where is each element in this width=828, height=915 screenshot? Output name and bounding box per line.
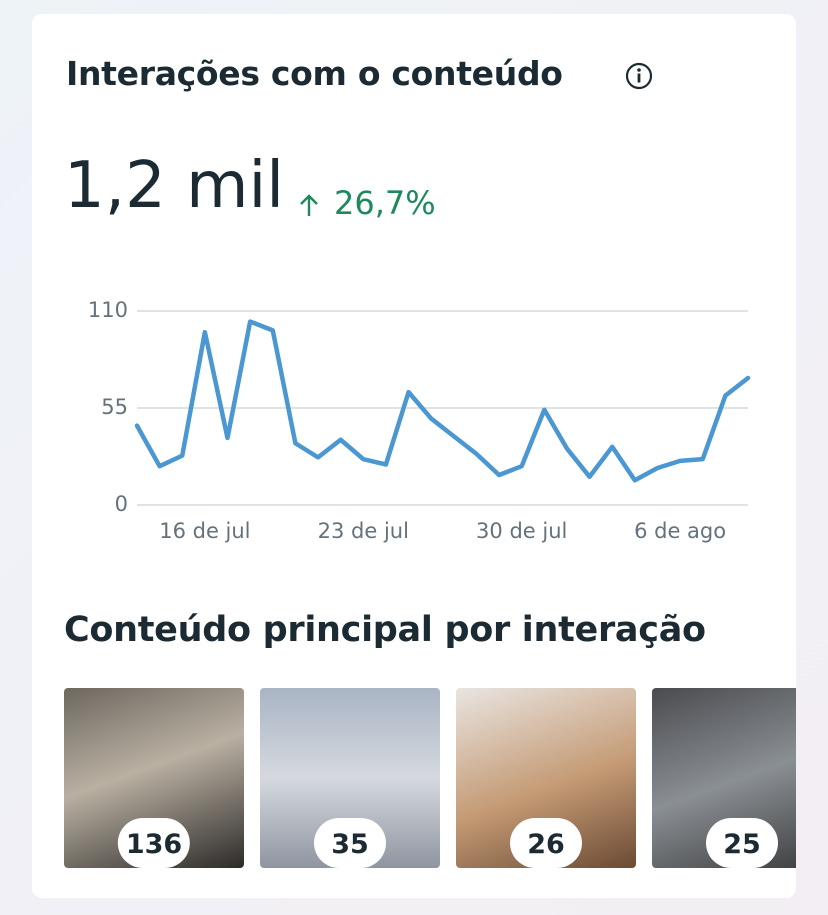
total-value: 1,2 mil [64, 149, 285, 223]
data-line [134, 319, 751, 483]
interaction-count: 136 [117, 818, 191, 868]
change-value: 26,7% [334, 184, 436, 222]
y-tick-label: 55 [101, 395, 128, 419]
interaction-count: 35 [314, 818, 386, 868]
content-thumbnail[interactable]: 26 [456, 688, 636, 868]
interaction-count: 26 [510, 818, 582, 868]
content-thumbnail[interactable]: 35 [260, 688, 440, 868]
y-tick-label: 110 [88, 298, 128, 322]
content-thumbnail[interactable]: 25 [652, 688, 796, 868]
interaction-count: 25 [706, 818, 778, 868]
up-arrow [300, 194, 318, 216]
x-tick-label: 16 de jul [159, 519, 250, 543]
y-tick-label: 0 [115, 492, 128, 516]
section-title: Conteúdo principal por interação [64, 610, 706, 650]
x-tick-label: 30 de jul [476, 519, 567, 543]
line-chart: 0 55 110 16 de jul 23 de jul 30 de jul 6 de ag… [88, 298, 751, 543]
content-thumbnail[interactable]: 136 [64, 688, 244, 868]
info-icon[interactable] [624, 61, 654, 91]
x-tick-label: 6 de ago [634, 519, 726, 543]
card-title: Interações com o conteúdo [66, 54, 563, 93]
x-tick-label: 23 de jul [318, 519, 409, 543]
insight-card: Interações com o conteúdo 1,2 mil 26,7% … [32, 14, 796, 898]
